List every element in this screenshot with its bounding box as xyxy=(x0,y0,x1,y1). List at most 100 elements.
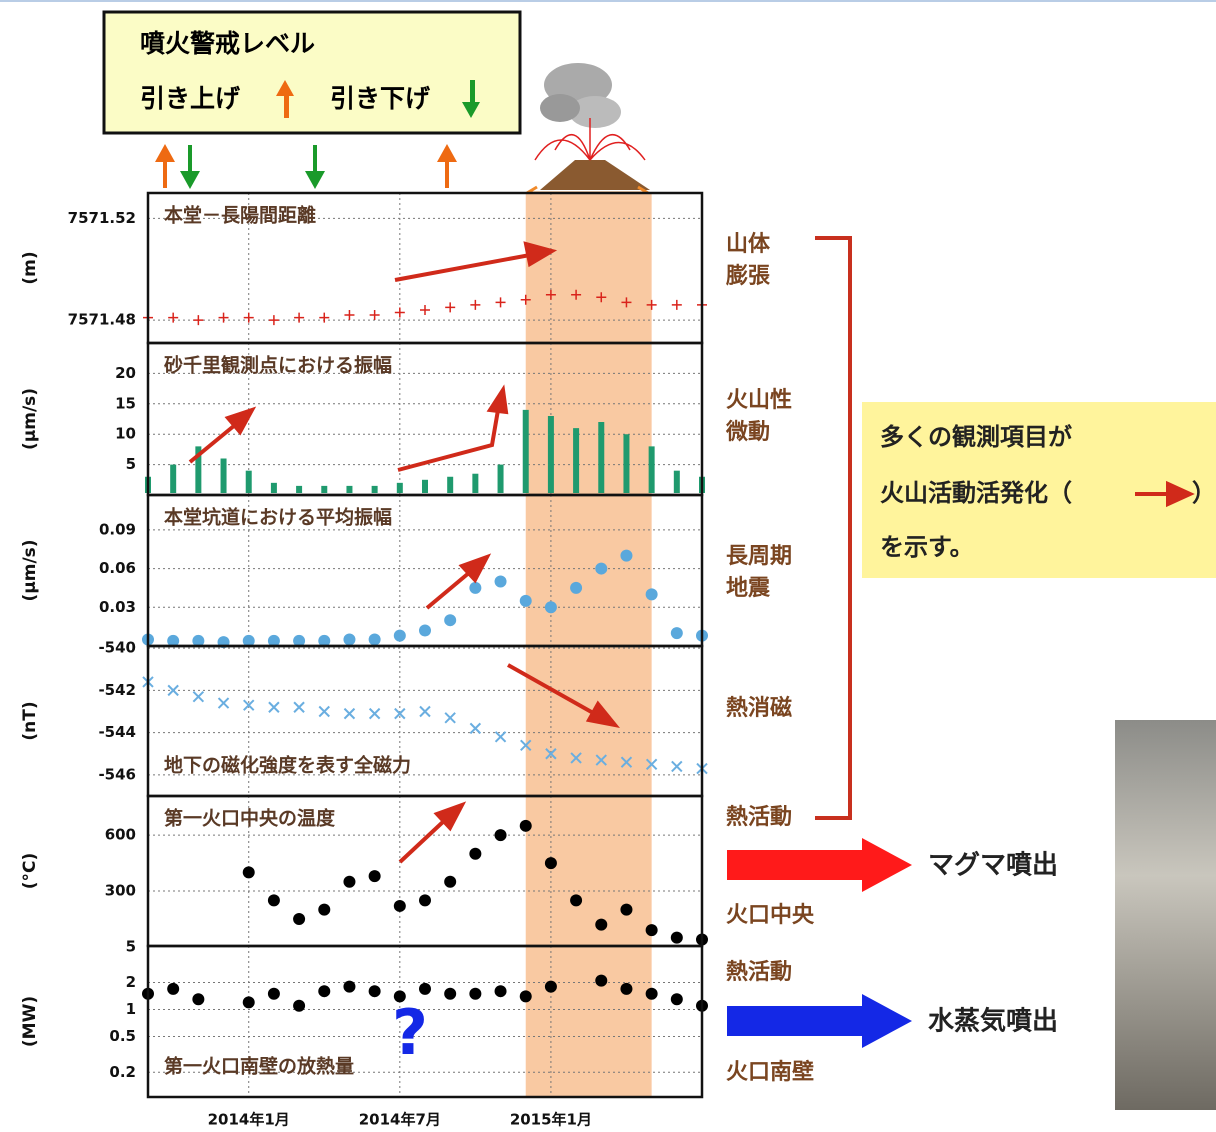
point xyxy=(494,731,507,743)
alert-box-frame xyxy=(102,10,522,135)
point xyxy=(596,292,607,303)
side-label: 熱消磁 xyxy=(726,695,792,721)
y-tick-label: 10 xyxy=(115,425,136,443)
point xyxy=(670,627,683,640)
y-tick-label: 2 xyxy=(126,973,136,991)
point xyxy=(167,634,180,647)
point xyxy=(470,299,481,310)
point xyxy=(520,294,531,305)
side-label: 火山性 xyxy=(726,388,792,413)
point xyxy=(621,297,632,308)
y-tick-label: 300 xyxy=(105,882,136,900)
callout-line: を示す。 xyxy=(880,533,974,561)
point xyxy=(469,987,482,1000)
callout-line: ） xyxy=(1192,479,1216,507)
y-tick-label: 0.2 xyxy=(109,1063,136,1081)
y-axis-label: (m) xyxy=(20,251,40,284)
point xyxy=(243,312,254,323)
point xyxy=(419,705,431,718)
panel-title: 本堂坑道における平均振幅 xyxy=(164,506,392,529)
point xyxy=(268,315,279,326)
point xyxy=(671,299,682,310)
point xyxy=(570,894,583,907)
point xyxy=(293,634,306,647)
point xyxy=(670,993,683,1006)
point xyxy=(368,633,381,646)
side-label: 火口中央 xyxy=(726,902,815,928)
point xyxy=(293,912,306,925)
alert-raise: 引き上げ xyxy=(140,84,241,113)
y-tick-label: -542 xyxy=(98,681,136,699)
callout-box xyxy=(862,402,1216,578)
point xyxy=(494,829,507,842)
point xyxy=(293,701,305,713)
point xyxy=(318,985,331,998)
point xyxy=(217,697,230,709)
point xyxy=(243,699,255,711)
x-tick-label: 2014年1月 xyxy=(208,1111,290,1129)
photo xyxy=(1115,720,1216,1110)
alert-title: 噴火警戒レベル xyxy=(140,29,315,58)
point xyxy=(620,903,633,916)
point xyxy=(469,722,482,735)
point xyxy=(544,857,557,870)
side-label: 膨張 xyxy=(725,264,771,289)
outcome-arrow xyxy=(727,994,912,1048)
point xyxy=(444,875,457,888)
y-tick-label: 5 xyxy=(126,937,136,955)
point xyxy=(645,588,658,601)
point xyxy=(595,918,608,931)
point xyxy=(445,302,456,313)
callout-arrow xyxy=(1135,480,1195,508)
bracket xyxy=(815,236,852,820)
point xyxy=(419,624,431,637)
y-tick-label: 0.09 xyxy=(99,520,136,538)
point xyxy=(318,705,330,718)
callout-line: 多くの観測項目が xyxy=(880,423,1072,451)
y-tick-label: 0.03 xyxy=(99,598,136,616)
point xyxy=(293,999,306,1012)
point xyxy=(218,312,229,323)
point xyxy=(444,987,457,1000)
point xyxy=(343,875,356,888)
point xyxy=(192,993,205,1006)
point xyxy=(494,985,507,998)
y-tick-label: -546 xyxy=(98,765,136,783)
point xyxy=(368,707,381,720)
panel-title: 地下の磁化強度を表す全磁力 xyxy=(164,754,411,777)
panel-title: 本堂－長陽間距離 xyxy=(164,204,316,227)
point xyxy=(671,760,683,773)
point xyxy=(167,982,180,995)
y-tick-label: 15 xyxy=(115,394,136,412)
side-label: 山体 xyxy=(726,232,771,257)
point xyxy=(444,614,457,627)
point xyxy=(394,707,406,720)
point xyxy=(343,633,356,646)
side-label: 火口南壁 xyxy=(726,1059,814,1085)
point xyxy=(620,982,633,995)
point xyxy=(242,634,255,647)
callout-line: 火山活動活発化（ xyxy=(880,479,1072,507)
point xyxy=(192,634,205,647)
point xyxy=(544,601,557,614)
point xyxy=(242,996,255,1009)
point xyxy=(670,931,683,944)
point xyxy=(318,903,331,916)
x-tick-label: 2015年1月 xyxy=(510,1111,592,1129)
side-label: 熱活動 xyxy=(726,959,792,985)
point xyxy=(646,299,657,310)
point xyxy=(620,756,633,768)
side-label: 熱活動 xyxy=(726,804,792,830)
lower-event xyxy=(305,145,325,189)
point xyxy=(469,581,482,594)
point xyxy=(545,289,556,300)
point xyxy=(393,990,406,1003)
lower-event xyxy=(180,145,200,189)
point xyxy=(645,924,658,937)
outcome-arrow xyxy=(727,838,912,892)
point xyxy=(393,629,406,642)
y-axis-label: (μm/s) xyxy=(20,388,40,450)
panel-frame xyxy=(146,944,704,1099)
point xyxy=(192,690,205,703)
